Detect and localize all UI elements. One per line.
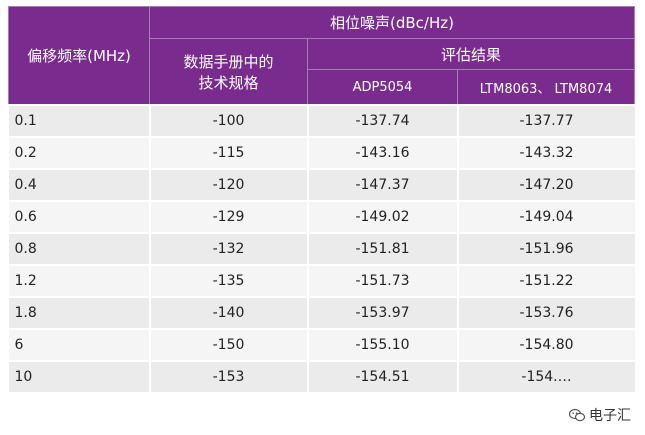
- table-cell: -135: [148, 264, 308, 297]
- header-datasheet-spec-line2: 技术规格: [198, 73, 259, 92]
- table-cell: -132: [148, 232, 308, 265]
- watermark: 电子汇: [569, 405, 631, 425]
- header-datasheet-spec-line1: 数据手册中的: [183, 52, 274, 71]
- table-cell: -151.81: [306, 232, 458, 265]
- table-cell: -150: [148, 328, 308, 361]
- table-row: 1.2 -135 -151.73 -151.22: [8, 264, 635, 297]
- table-cell: 0.6: [8, 200, 150, 233]
- table-cell: -153: [148, 360, 308, 392]
- table-cell: -153.76: [456, 296, 635, 329]
- table-cell: -154.80: [456, 328, 635, 361]
- table-cell: -140: [148, 296, 308, 329]
- table-cell: -147.37: [306, 168, 458, 201]
- table-cell: -153.97: [306, 296, 458, 329]
- table-cell: -143.16: [306, 136, 458, 169]
- table-cell: -120: [148, 168, 308, 201]
- table-cell: -149.04: [456, 200, 635, 233]
- phase-noise-table: 偏移频率(MHz) 相位噪声(dBc/Hz) 数据手册中的 技术规格 评估结果 …: [8, 6, 636, 392]
- table-row: 10 -153 -154.51 -154.…: [8, 360, 635, 392]
- table-row: 6 -150 -155.10 -154.80: [8, 328, 635, 361]
- header-adp5054: ADP5054: [307, 69, 458, 106]
- table-cell: -143.32: [456, 136, 635, 169]
- wechat-icon: [569, 408, 585, 422]
- table-cell: 6: [8, 328, 150, 361]
- table-cell: -129: [148, 200, 308, 233]
- table-cell: -151.22: [456, 264, 635, 297]
- table-cell: 0.2: [8, 136, 150, 169]
- table-cell: -115: [148, 136, 308, 169]
- table-cell: -154.…: [456, 360, 635, 392]
- table-cell: 0.1: [8, 104, 150, 137]
- header-offset-frequency: 偏移频率(MHz): [8, 6, 150, 106]
- table-cell: -149.02: [306, 200, 458, 233]
- table-cell: 1.8: [8, 296, 150, 329]
- header-ltm8063-ltm8074: LTM8063、 LTM8074: [456, 69, 636, 106]
- table-cell: -137.77: [456, 104, 635, 137]
- table-cell: 10: [8, 360, 150, 392]
- table-cell: 0.8: [8, 232, 150, 265]
- table-cell: -147.20: [456, 168, 635, 201]
- table-cell: 1.2: [8, 264, 150, 297]
- table-cell: -151.73: [306, 264, 458, 297]
- table-row: 1.8 -140 -153.97 -153.76: [8, 296, 635, 329]
- table-row: 0.1 -100 -137.74 -137.77: [8, 104, 635, 137]
- header-datasheet-spec: 数据手册中的 技术规格: [149, 38, 308, 106]
- table-cell: -100: [148, 104, 308, 137]
- watermark-text: 电子汇: [589, 408, 631, 424]
- table-row: 0.4 -120 -147.37 -147.20: [8, 168, 635, 201]
- table-body: 0.1 -100 -137.74 -137.77 0.2 -115 -143.16 -143.…: [8, 104, 635, 392]
- table-cell: -151.96: [456, 232, 635, 265]
- table-cell: -155.10: [306, 328, 458, 361]
- table-cell: -154.51: [306, 360, 458, 392]
- header-evaluation-results: 评估结果: [306, 38, 636, 70]
- table-cell: -137.74: [306, 104, 458, 137]
- table-row: 0.2 -115 -143.16 -143.32: [8, 136, 635, 169]
- header-phase-noise: 相位噪声(dBc/Hz): [148, 6, 636, 39]
- table-row: 0.6 -129 -149.02 -149.04: [8, 200, 635, 233]
- table-row: 0.8 -132 -151.81 -151.96: [8, 232, 635, 265]
- table-cell: 0.4: [8, 168, 150, 201]
